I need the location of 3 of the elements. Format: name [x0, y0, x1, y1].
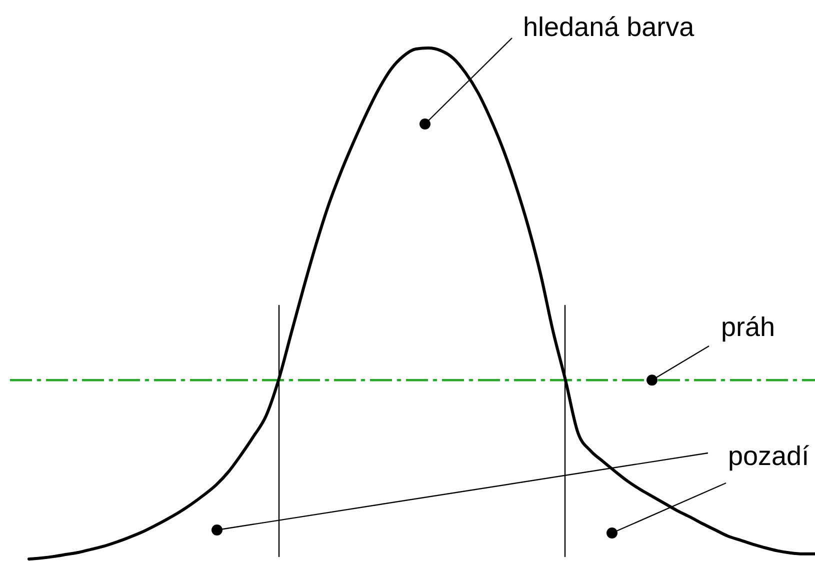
- ref-line-label: práh: [721, 312, 776, 342]
- text: hledaná barva: [523, 12, 696, 42]
- annotation: pozadí: [728, 441, 810, 471]
